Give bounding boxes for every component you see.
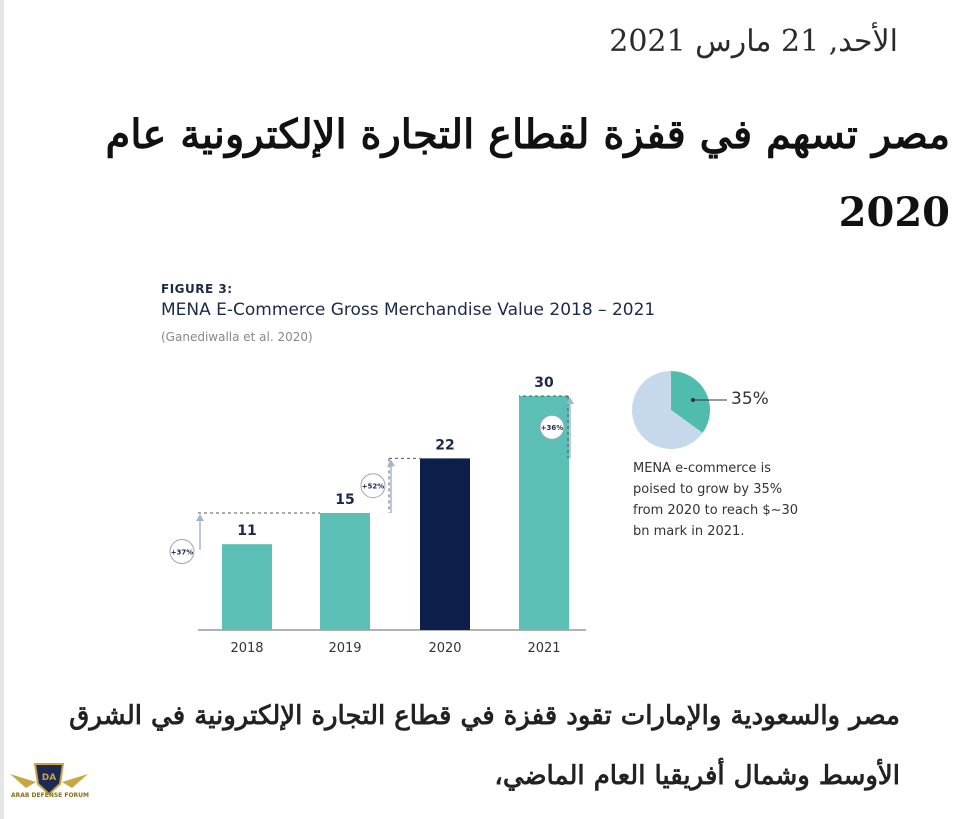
x-tick-label: 2018	[230, 641, 263, 656]
article-body: مصر والسعودية والإمارات تقود قفزة في قطا…	[69, 701, 900, 791]
growth-badge	[539, 414, 565, 440]
bar-value-label: 30	[534, 375, 554, 391]
growth-label: +36%	[541, 424, 564, 432]
growth-badge	[360, 473, 386, 499]
bar-value-label: 15	[335, 492, 354, 508]
bar-2018	[222, 544, 272, 630]
growth-badge	[169, 539, 195, 564]
x-tick-label: 2019	[328, 641, 361, 656]
pie-leader-dot	[691, 398, 695, 402]
article-date: الأحد, 21 مارس 2021	[609, 24, 898, 59]
shield-logo-icon: DA	[10, 763, 88, 796]
pie-slice	[671, 371, 710, 433]
figure-source: (Ganediwalla et al. 2020)	[161, 330, 313, 344]
logo-text: ARAB DEFENSE FORUM	[10, 792, 90, 799]
figure-title: MENA E-Commerce Gross Merchandise Value …	[161, 300, 656, 320]
bar-chart: 11 2018 15 2019 22 2020 30 2021 +37% +52% +36%	[169, 371, 727, 656]
bar-value-label: 11	[237, 523, 256, 539]
bar-2019	[320, 513, 370, 630]
pie-annotation: MENA e-commerce is poised to grow by 35%…	[633, 461, 799, 539]
pie-slice	[632, 371, 703, 449]
svg-text:DA: DA	[42, 773, 56, 783]
article-headline: مصر تسهم في قفزة لقطاع التجارة الإلكترون…	[105, 111, 950, 236]
growth-label: +37%	[171, 549, 194, 557]
x-tick-label: 2021	[527, 641, 560, 656]
growth-arrow-head	[566, 397, 574, 404]
figure-label: FIGURE 3:	[161, 282, 233, 296]
growth-arrow-head	[387, 459, 395, 467]
bar-2020	[420, 458, 470, 630]
growth-label: +52%	[362, 483, 385, 491]
bar-value-label: 22	[435, 437, 454, 453]
growth-arrow-head	[196, 514, 204, 521]
x-tick-label: 2020	[428, 641, 461, 656]
pie-percent-label: 35%	[731, 389, 769, 409]
page-edge	[0, 0, 4, 819]
